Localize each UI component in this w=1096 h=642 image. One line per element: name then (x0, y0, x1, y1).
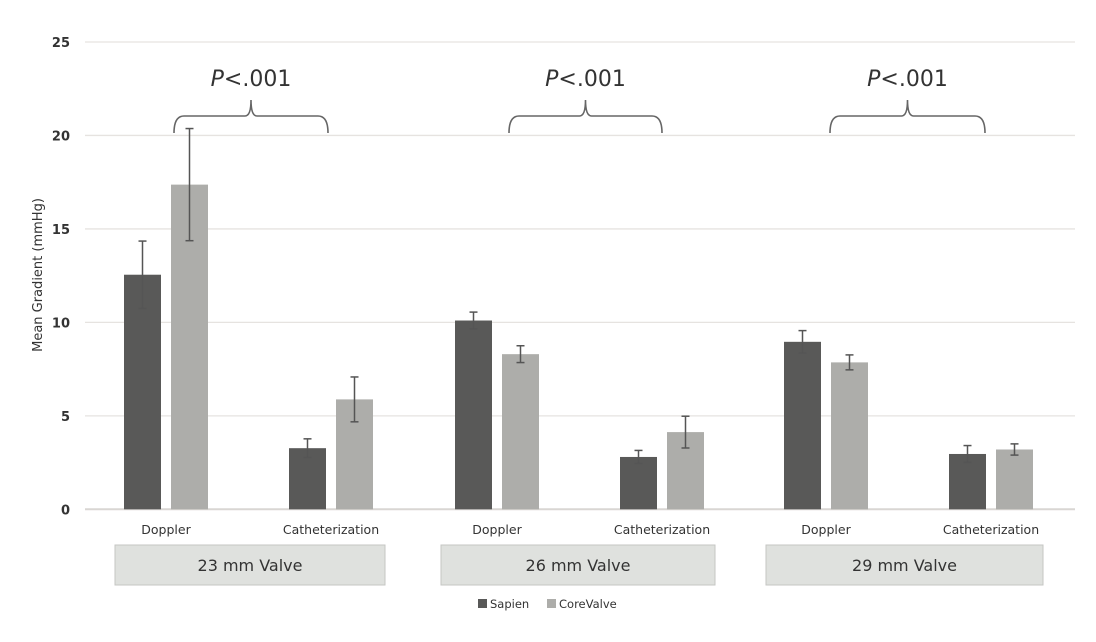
y-tick-label: 5 (61, 410, 70, 425)
y-axis-ticks: 0 5 10 15 20 25 (52, 36, 70, 518)
bar-corevalve (996, 449, 1033, 510)
error-bar (516, 344, 525, 364)
group-labels: 23 mm Valve P<.001 26 mm Valve P<.001 29 mm … (114, 67, 1044, 586)
group-box (765, 544, 1044, 586)
error-bar (845, 354, 854, 371)
error-bar (681, 415, 690, 449)
significance-bracket (829, 99, 986, 134)
p-value-annotation: P<.001 (867, 67, 948, 92)
group-box (440, 544, 716, 586)
error-bar (303, 438, 312, 459)
group-box (114, 544, 386, 586)
y-axis-label: Mean Gradient (mmHg) (31, 198, 46, 352)
legend-swatch-sapien (478, 599, 487, 608)
group-label: 26 mm Valve (526, 556, 631, 575)
significance-bracket (173, 99, 329, 134)
error-bar (798, 329, 807, 354)
error-bar (185, 127, 194, 242)
bar-sapien (949, 453, 986, 510)
legend-label: Sapien (490, 597, 529, 611)
legend-swatch-corevalve (547, 599, 556, 608)
category-label: Catheterization (283, 522, 379, 537)
p-value-annotation: P<.001 (211, 67, 292, 92)
error-bar (350, 376, 359, 423)
p-value-annotation: P<.001 (545, 67, 626, 92)
y-tick-label: 20 (52, 129, 70, 144)
significance-bracket (508, 99, 663, 134)
bar-corevalve (831, 362, 868, 510)
category-label: Doppler (141, 522, 191, 537)
gridlines (85, 41, 1075, 511)
error-bar (1010, 443, 1019, 456)
y-tick-label: 15 (52, 223, 70, 238)
error-bar (963, 444, 972, 464)
error-bar (469, 311, 478, 330)
bars (124, 127, 1033, 510)
category-label: Catheterization (614, 522, 710, 537)
category-label: Doppler (801, 522, 851, 537)
legend: Sapien CoreValve (478, 597, 617, 611)
error-bar (634, 449, 643, 465)
group-label: 29 mm Valve (852, 556, 957, 575)
category-labels: Doppler Catheterization Doppler Catheteriza… (141, 522, 1039, 537)
bar-sapien (784, 341, 821, 510)
bar-sapien (620, 456, 657, 510)
legend-label: CoreValve (559, 597, 617, 611)
bar-corevalve (502, 354, 539, 510)
y-tick-label: 25 (52, 36, 70, 51)
error-bar (138, 240, 147, 310)
bar-sapien (124, 274, 161, 510)
bar-sapien (455, 320, 492, 510)
group-label: 23 mm Valve (198, 556, 303, 575)
y-tick-label: 0 (61, 503, 70, 518)
bar-sapien (289, 448, 326, 510)
category-label: Catheterization (943, 522, 1039, 537)
category-label: Doppler (472, 522, 522, 537)
y-tick-label: 10 (52, 316, 70, 331)
